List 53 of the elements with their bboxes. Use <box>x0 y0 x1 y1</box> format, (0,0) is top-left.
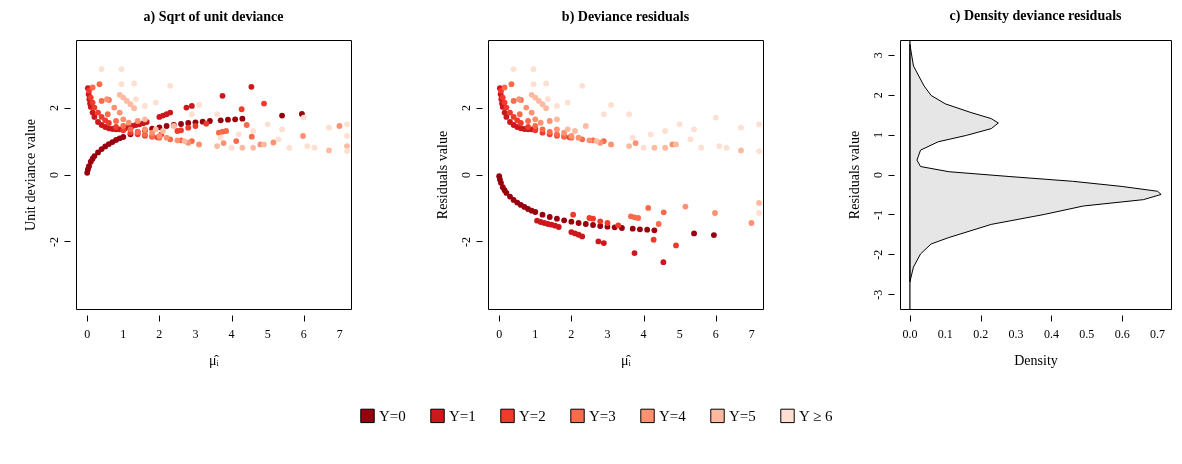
y-axis-title: Residuals value <box>434 130 450 220</box>
x-axis-title: μ̂ᵢ <box>621 353 632 368</box>
y-tick-label: 0 <box>458 172 473 178</box>
x-axis-title: μ̂ᵢ <box>209 353 220 368</box>
x-tick-label: 0.5 <box>1079 327 1095 341</box>
x-tick-label: 2 <box>568 327 575 341</box>
legend-label: Y ≥ 6 <box>799 407 834 424</box>
x-tick-label: 1 <box>120 327 127 341</box>
y-tick-label: -1 <box>870 209 885 220</box>
legend-label: Y=0 <box>379 407 406 424</box>
y-tick-label: 0 <box>870 172 885 178</box>
chart-title: b) Deviance residuals <box>561 9 690 25</box>
x-tick-label: 1 <box>532 327 539 341</box>
x-tick-label: 4 <box>640 327 647 341</box>
y-tick-label: -2 <box>46 236 61 247</box>
x-tick-label: 0 <box>84 327 91 341</box>
legend-label: Y=1 <box>449 407 476 424</box>
x-tick-label: 7 <box>336 327 343 341</box>
y-tick-label: 2 <box>870 92 885 99</box>
chart-title: a) Sqrt of unit deviance <box>143 9 284 25</box>
y-axis-title: Residuals value <box>846 130 862 220</box>
x-tick-label: 0 <box>496 327 503 341</box>
y-tick-label: 2 <box>458 105 473 112</box>
y-tick-label: -3 <box>870 289 885 300</box>
x-tick-label: 6 <box>712 327 719 341</box>
x-axis-title: Density <box>1014 353 1058 368</box>
x-tick-label: 0.7 <box>1150 327 1166 341</box>
x-tick-label: 4 <box>228 327 235 341</box>
y-tick-label: -2 <box>870 249 885 260</box>
legend-label: Y=2 <box>519 407 546 424</box>
x-tick-label: 0.3 <box>1008 327 1024 341</box>
x-tick-label: 0.4 <box>1043 327 1059 341</box>
x-tick-label: 3 <box>604 327 611 341</box>
x-tick-label: 3 <box>192 327 199 341</box>
y-tick-label: 0 <box>46 172 61 178</box>
x-tick-label: 0.2 <box>973 327 989 341</box>
x-tick-label: 5 <box>676 327 683 341</box>
y-tick-label: 2 <box>46 105 61 112</box>
x-tick-label: 0.0 <box>902 327 918 341</box>
y-axis-title: Unit deviance value <box>22 119 38 231</box>
legend-label: Y=3 <box>589 407 616 424</box>
legend-label: Y=5 <box>729 407 756 424</box>
y-tick-label: -2 <box>458 236 473 247</box>
chart-title: c) Density deviance residuals <box>949 8 1123 25</box>
x-tick-label: 0.1 <box>937 327 953 341</box>
x-tick-label: 5 <box>264 327 271 341</box>
y-tick-label: 3 <box>870 52 885 59</box>
x-tick-label: 6 <box>300 327 307 341</box>
x-tick-label: 7 <box>748 327 755 341</box>
legend-label: Y=4 <box>659 407 687 424</box>
y-tick-label: 1 <box>870 132 885 139</box>
x-tick-label: 0.6 <box>1114 327 1130 341</box>
x-tick-label: 2 <box>156 327 163 341</box>
